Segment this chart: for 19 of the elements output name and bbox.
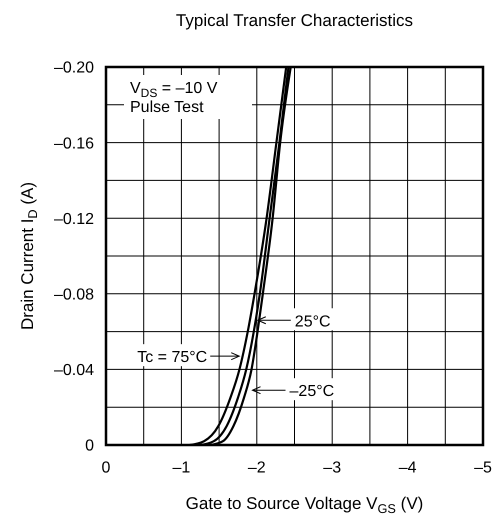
x-tick-label: –4 — [398, 459, 417, 476]
annotation: Tc = 75°C — [137, 349, 208, 366]
x-axis-title: Gate to Source Voltage V$_{GS}$ (V) — [186, 494, 424, 516]
annotation: –25°C — [290, 383, 334, 400]
annotation: Pulse Test — [130, 99, 204, 116]
y-tick-label: –0.20 — [54, 60, 94, 77]
x-tick-label: –1 — [172, 459, 190, 476]
x-tick-label: –2 — [248, 459, 266, 476]
x-tick-label: –3 — [323, 459, 342, 476]
x-tick-label: –5 — [474, 459, 492, 476]
y-tick-label: –0.12 — [54, 210, 94, 228]
annotation: V$_{DS}$ = –10 V — [130, 80, 218, 100]
x-tick-label: 0 — [102, 459, 111, 476]
y-tick-label: –0.08 — [54, 286, 94, 304]
y-tick-label: –0.04 — [54, 362, 94, 380]
chart-title: Typical Transfer Characteristics — [176, 11, 414, 30]
y-tick-label: 0 — [85, 438, 94, 455]
y-tick-label: –0.16 — [54, 135, 94, 152]
annotation: 25°C — [294, 313, 331, 330]
